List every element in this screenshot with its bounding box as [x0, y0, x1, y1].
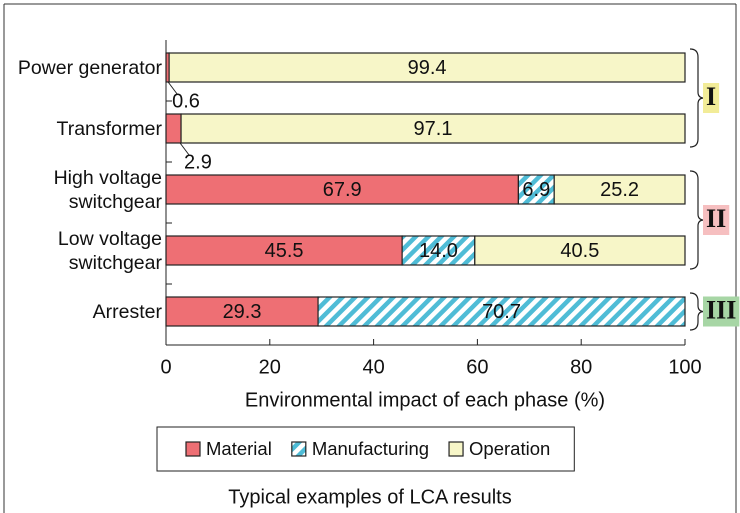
x-tick-label: 0	[160, 356, 171, 378]
group-label: II	[706, 204, 726, 233]
value-label: 25.2	[600, 179, 639, 201]
bar-segment	[165, 174, 520, 205]
y-tick-label: Arrester	[92, 300, 162, 323]
group-bracket	[689, 170, 705, 270]
value-label: 40.5	[560, 240, 599, 262]
group-bracket	[689, 292, 705, 331]
legend-label: Operation	[469, 438, 550, 459]
group-label: III	[706, 295, 736, 324]
value-label: 99.4	[408, 57, 447, 79]
bar-segment	[165, 235, 403, 266]
legend-box	[156, 426, 575, 472]
bar-segment	[474, 235, 686, 266]
legend: Material Manufacturing Operation	[156, 426, 575, 472]
legend-swatch	[448, 441, 464, 457]
value-label: 70.7	[482, 301, 521, 323]
bar-segment	[317, 296, 686, 327]
group-bracket	[689, 48, 705, 148]
legend-label: Material	[206, 438, 272, 459]
x-tick-label: 60	[466, 356, 488, 378]
group-label-bg	[703, 83, 720, 113]
value-label: 14.0	[419, 240, 458, 262]
y-tick-label: Power generator	[17, 56, 162, 79]
value-label: 2.9	[184, 151, 212, 173]
bar-segment	[165, 113, 182, 144]
value-label: 97.1	[414, 118, 453, 140]
x-tick-label: 40	[362, 356, 384, 378]
leader-line	[179, 142, 190, 156]
group-label-bg	[703, 296, 740, 327]
legend-swatch	[291, 441, 307, 457]
x-tick-label: 20	[259, 356, 281, 378]
group-label: I	[706, 82, 716, 111]
x-tick-label: 100	[668, 356, 701, 378]
bar-segment	[517, 174, 555, 205]
x-tick-label: 80	[570, 356, 592, 378]
value-label: 0.6	[172, 90, 200, 112]
value-label: 29.3	[223, 301, 262, 323]
leader-line	[167, 81, 178, 95]
bar-segment	[168, 52, 686, 83]
x-axis-label: Environmental impact of each phase (%)	[245, 389, 605, 411]
caption: Typical examples of LCA results	[228, 486, 511, 508]
bar-segment	[553, 174, 686, 205]
y-tick-label: Transformer	[56, 117, 162, 140]
legend-swatch	[185, 441, 201, 457]
bar-segment	[180, 113, 686, 144]
group-label-bg	[703, 205, 730, 235]
legend-label: Manufacturing	[312, 438, 429, 459]
value-label: 45.5	[265, 240, 304, 262]
y-tick-label: Low voltage switchgear	[57, 227, 162, 274]
y-tick-label: High voltage switchgear	[53, 166, 162, 213]
bar-segment	[401, 235, 476, 266]
value-label: 67.9	[323, 179, 362, 201]
value-label: 6.9	[522, 179, 550, 201]
bar-segment	[165, 296, 319, 327]
